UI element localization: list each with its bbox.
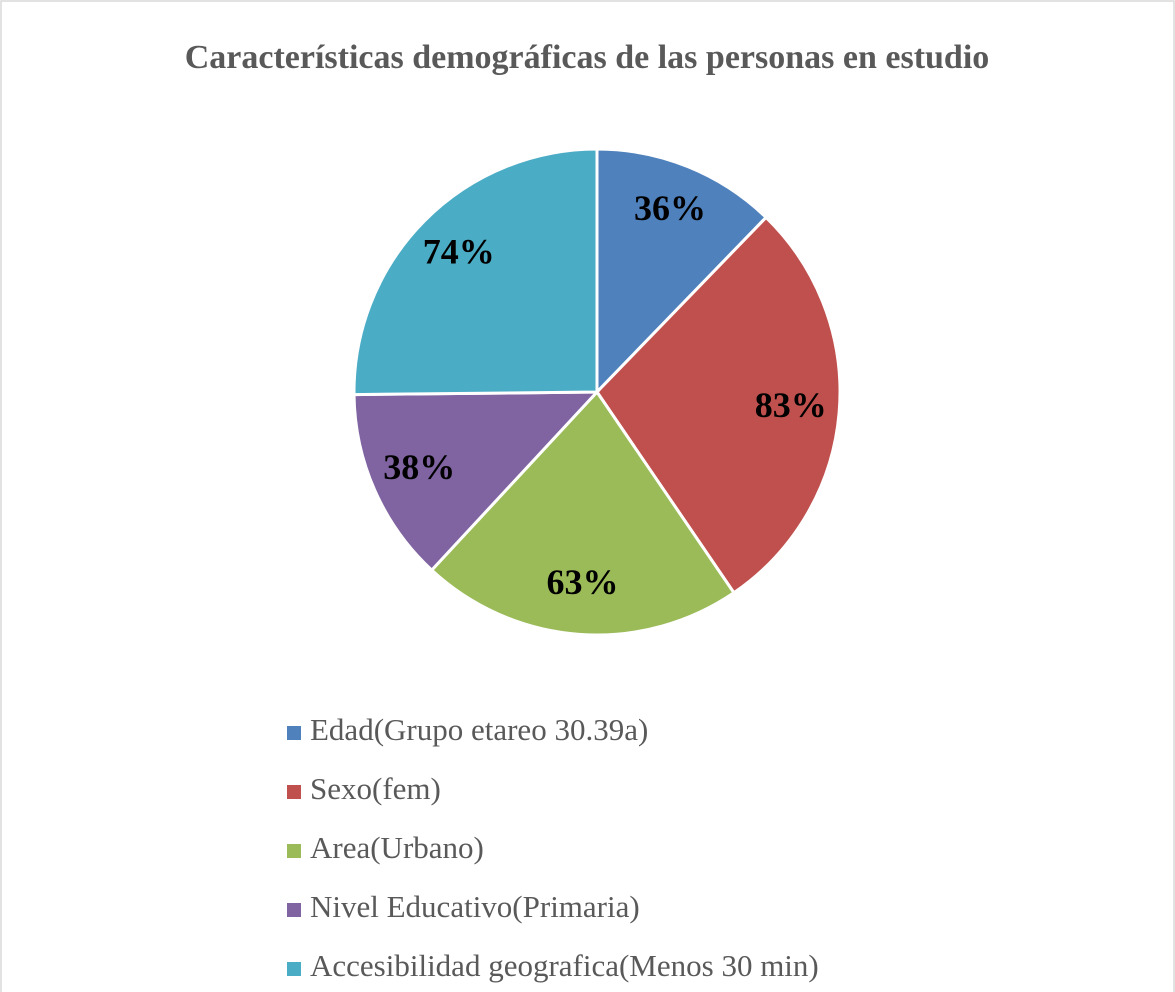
legend-swatch [287, 844, 301, 858]
data-label: 83% [755, 385, 827, 425]
legend-label: Sexo(fem) [310, 771, 441, 806]
legend-swatch [287, 785, 301, 799]
legend-swatch [287, 726, 301, 740]
pie-slice [352, 390, 601, 573]
pie-slice [352, 147, 599, 397]
legend-swatch [287, 903, 301, 917]
data-label: 38% [383, 447, 455, 487]
data-label: 74% [423, 232, 495, 272]
legend-label: Nivel Educativo(Primaria) [310, 889, 640, 924]
legend-swatch [287, 962, 301, 976]
data-label: 63% [546, 562, 618, 602]
chart-title: Características demográficas de las pers… [185, 39, 990, 76]
data-label: 36% [634, 188, 706, 228]
legend-label: Area(Urbano) [310, 830, 484, 865]
pie-slice [595, 215, 842, 595]
pie-slice [429, 389, 736, 637]
legend-label: Edad(Grupo etareo 30.39a) [310, 712, 648, 747]
legend-label: Accesibilidad geografica(Menos 30 min) [310, 948, 819, 983]
pie-slice [595, 147, 769, 396]
